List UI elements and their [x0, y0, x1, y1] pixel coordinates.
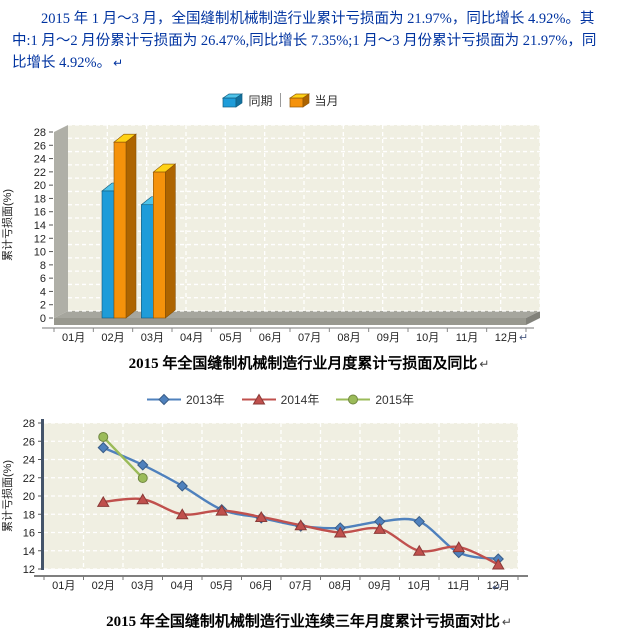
svg-text:12月: 12月 — [495, 332, 518, 344]
legend-label: 2015年 — [375, 392, 415, 407]
line-chart-legend: 2013年 2014年 2015年 — [0, 391, 560, 407]
intro-text: 2015 年 1 月～3 月，全国缝制机械制造行业累计亏损面为 21.97%，同… — [12, 11, 597, 71]
bar-chart-title: 2015 年全国缝制机械制造行业月度累计亏损面及同比 ↵ — [0, 352, 618, 373]
svg-text:8: 8 — [40, 260, 46, 272]
svg-text:2: 2 — [40, 300, 46, 312]
legend-divider — [279, 93, 281, 107]
svg-text:20: 20 — [34, 180, 46, 192]
svg-text:02月: 02月 — [92, 580, 115, 592]
svg-text:11月: 11月 — [456, 332, 478, 344]
svg-text:累计亏损面(%): 累计亏损面(%) — [0, 460, 14, 532]
intro-paragraph: 2015 年 1 月～3 月，全国缝制机械制造行业累计亏损面为 21.97%，同… — [0, 0, 618, 74]
svg-text:16: 16 — [34, 207, 46, 219]
svg-text:14: 14 — [23, 546, 35, 558]
return-mark: ↵ — [113, 56, 124, 70]
svg-text:09月: 09月 — [368, 580, 391, 592]
svg-text:12月: 12月 — [487, 580, 510, 592]
svg-text:04月: 04月 — [180, 332, 203, 344]
line-chart: 12 14 16 18 20 22 24 26 28 01月 02月 03月 04月 05月 06月 07月 0… — [0, 418, 528, 592]
legend-line-marker-icon — [336, 394, 371, 404]
return-mark: ↵ — [519, 332, 529, 344]
legend-line-marker-icon — [146, 393, 181, 405]
svg-text:09月: 09月 — [377, 332, 400, 344]
legend-item-2013年: 2013年 — [146, 391, 225, 408]
svg-text:04月: 04月 — [171, 580, 194, 592]
svg-text:03月: 03月 — [141, 332, 164, 344]
svg-text:26: 26 — [34, 140, 46, 152]
svg-text:28: 28 — [23, 418, 35, 430]
return-mark: ↵ — [492, 582, 502, 594]
svg-text:01月: 01月 — [52, 580, 75, 592]
svg-text:22: 22 — [34, 167, 46, 179]
svg-text:16: 16 — [23, 528, 35, 540]
svg-text:10: 10 — [34, 247, 46, 259]
line-chart-title: 2015 年全国缝制机械制造行业连续三年月度累计亏损面对比 ↵ — [0, 610, 618, 631]
legend-label: 2014年 — [280, 392, 320, 407]
svg-text:26: 26 — [23, 436, 35, 448]
svg-text:11月: 11月 — [448, 580, 470, 592]
svg-text:4: 4 — [40, 286, 46, 298]
svg-text:20: 20 — [23, 491, 35, 503]
legend-item-同期: 同期 — [221, 92, 273, 109]
legend-item-2014年: 2014年 — [241, 391, 320, 408]
legend-label: 当月 — [314, 93, 339, 108]
svg-text:10月: 10月 — [408, 580, 431, 592]
legend-label: 2013年 — [185, 392, 225, 407]
svg-text:08月: 08月 — [329, 580, 352, 592]
svg-text:07月: 07月 — [289, 580, 312, 592]
svg-text:24: 24 — [23, 455, 35, 467]
return-mark: ↵ — [501, 615, 512, 629]
svg-text:28: 28 — [34, 127, 46, 139]
legend-item-2015年: 2015年 — [335, 391, 414, 408]
svg-text:08月: 08月 — [337, 332, 360, 344]
svg-text:10月: 10月 — [416, 332, 439, 344]
line-chart-title-text: 2015 年全国缝制机械制造行业连续三年月度累计亏损面对比 — [106, 614, 500, 630]
svg-text:14: 14 — [34, 220, 46, 232]
svg-text:07月: 07月 — [298, 332, 321, 344]
svg-text:05月: 05月 — [210, 580, 233, 592]
svg-text:0: 0 — [40, 313, 46, 325]
svg-text:6: 6 — [40, 273, 46, 285]
svg-text:22: 22 — [23, 473, 35, 485]
svg-text:累计亏损面(%): 累计亏损面(%) — [0, 189, 14, 261]
svg-text:18: 18 — [23, 509, 35, 521]
svg-text:02月: 02月 — [101, 332, 124, 344]
return-mark: ↵ — [479, 357, 490, 371]
svg-text:05月: 05月 — [219, 332, 242, 344]
bar-chart-title-text: 2015 年全国缝制机械制造行业月度累计亏损面及同比 — [128, 356, 478, 372]
bar-chart-legend: 同期 当月 — [0, 90, 560, 110]
legend-line-marker-icon — [241, 393, 276, 404]
legend-label: 同期 — [248, 93, 273, 108]
legend-color-cube-icon — [288, 92, 310, 108]
svg-text:24: 24 — [34, 154, 46, 166]
svg-text:06月: 06月 — [259, 332, 282, 344]
svg-text:12: 12 — [23, 564, 35, 576]
svg-text:18: 18 — [34, 193, 46, 205]
svg-text:06月: 06月 — [250, 580, 273, 592]
svg-text:03月: 03月 — [131, 580, 154, 592]
svg-text:12: 12 — [34, 233, 46, 245]
legend-color-cube-icon — [222, 92, 244, 108]
legend-item-当月: 当月 — [288, 92, 339, 109]
svg-text:01月: 01月 — [62, 332, 85, 344]
